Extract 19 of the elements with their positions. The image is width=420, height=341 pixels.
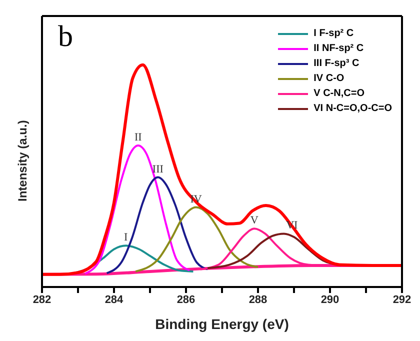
- legend-label: III F-sp³ C: [314, 57, 360, 71]
- x-tick-label: 292: [392, 294, 412, 306]
- legend-label: IV C-O: [314, 72, 344, 86]
- x-tick-label: 286: [176, 294, 196, 306]
- x-tick-label: 282: [32, 294, 52, 306]
- x-tick-label: 288: [248, 294, 268, 306]
- annotation: V: [250, 214, 258, 227]
- text: b: [58, 20, 73, 54]
- y-axis-title: Intensity (a.u.): [15, 120, 30, 202]
- x-tick-label: 290: [320, 294, 340, 306]
- x-tick-label: 284: [104, 294, 124, 306]
- legend-label: II NF-sp² C: [314, 42, 364, 56]
- legend-label: I F-sp² C: [314, 27, 354, 41]
- annotation: II: [134, 132, 142, 144]
- annotation: III: [152, 163, 164, 176]
- legend-label: V C-N,C=O: [314, 87, 364, 101]
- x-axis-title: Binding Energy (eV): [155, 316, 289, 332]
- annotation: I: [124, 232, 128, 244]
- legend-label: VI N-C=O,O-C=O: [314, 102, 392, 116]
